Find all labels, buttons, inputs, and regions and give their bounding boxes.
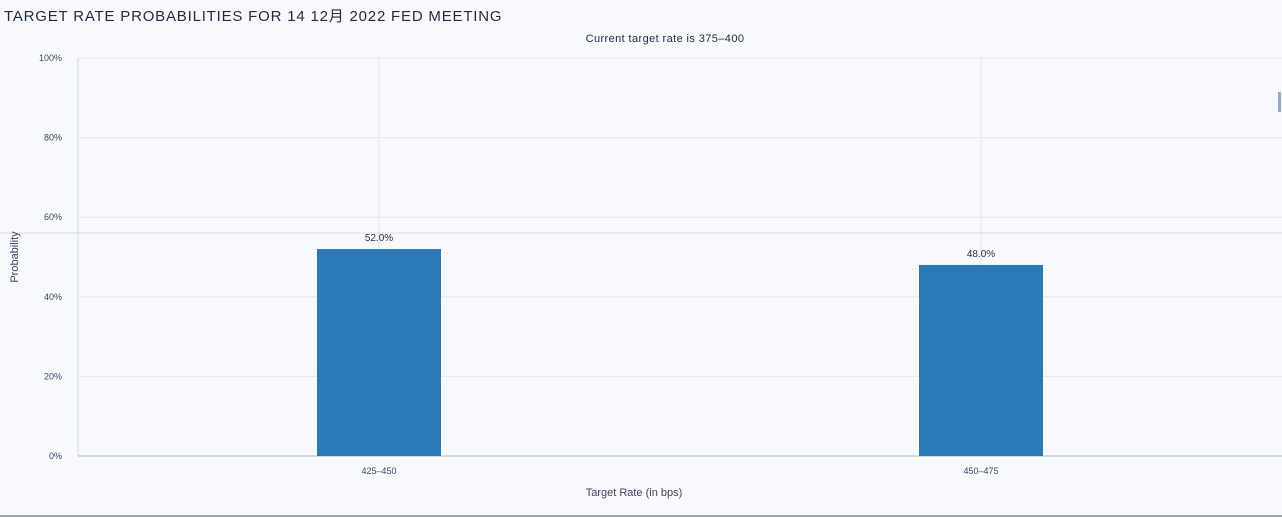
chart-subtitle: Current target rate is 375–400 (585, 33, 745, 45)
y-axis-title: Probability (9, 231, 21, 283)
x-tick-label: 450–475 (963, 466, 998, 476)
x-axis-title: Target Rate (in bps) (586, 487, 683, 499)
y-tick-label: 20% (44, 371, 62, 381)
bar-data-label: 48.0% (967, 249, 995, 260)
bottom-border (0, 515, 1282, 517)
y-tick-label: 40% (44, 292, 62, 302)
y-tick-label: 80% (44, 133, 62, 143)
scroll-edge-marker (1278, 92, 1281, 112)
bar (919, 264, 1043, 456)
bar (317, 249, 441, 456)
y-tick-label: 0% (49, 451, 62, 461)
bar-data-label: 52.0% (365, 233, 393, 244)
x-tick-label: 425–450 (361, 466, 396, 476)
chart-title: TARGET RATE PROBABILITIES FOR 14 12月 202… (4, 8, 503, 25)
y-tick-label: 100% (39, 53, 62, 63)
y-tick-label: 60% (44, 212, 62, 222)
